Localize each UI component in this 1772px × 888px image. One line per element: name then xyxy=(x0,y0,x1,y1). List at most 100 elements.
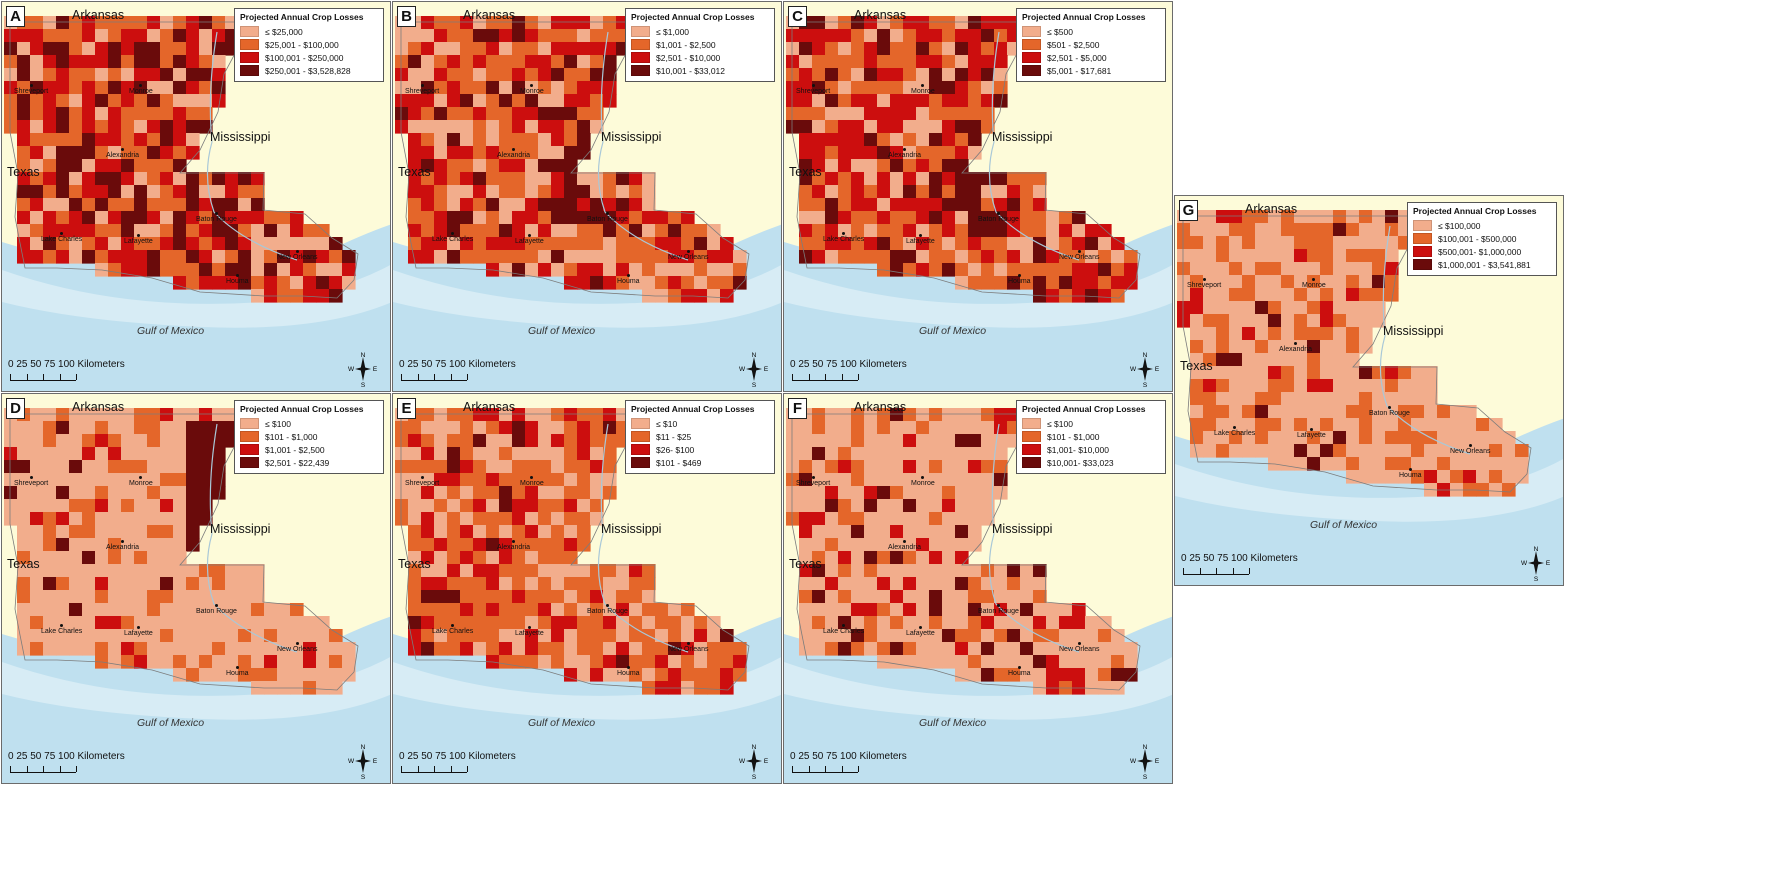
parish-region xyxy=(812,146,826,160)
parish-region xyxy=(812,29,826,43)
parish-region xyxy=(942,81,956,95)
parish-region xyxy=(603,447,617,461)
parish-region xyxy=(551,590,565,604)
parish-region xyxy=(421,603,435,617)
state-label-mississippi: Mississippi xyxy=(210,130,271,144)
parish-region xyxy=(890,408,904,422)
parish-region xyxy=(1177,262,1191,276)
parish-region xyxy=(616,603,630,617)
parish-region xyxy=(1333,431,1347,445)
parish-region xyxy=(1307,327,1321,341)
parish-region xyxy=(603,224,617,238)
parish-region xyxy=(1502,431,1516,445)
parish-region xyxy=(590,486,604,500)
legend-swatch xyxy=(240,457,259,468)
parish-region xyxy=(160,159,174,173)
parish-region xyxy=(486,421,500,435)
parish-region xyxy=(238,655,252,669)
legend-swatch xyxy=(1022,457,1041,468)
parish-region xyxy=(408,642,422,656)
parish-region xyxy=(1346,379,1360,393)
parish-region xyxy=(577,263,591,277)
parish-region xyxy=(1320,223,1334,237)
parish-region xyxy=(994,224,1008,238)
parish-region xyxy=(1346,223,1360,237)
parish-region xyxy=(512,499,526,513)
parish-region xyxy=(199,642,213,656)
parish-region xyxy=(434,525,448,539)
parish-region xyxy=(1020,577,1034,591)
parish-region xyxy=(551,94,565,108)
parish-region xyxy=(1320,353,1334,367)
parish-region xyxy=(43,94,57,108)
parish-region xyxy=(147,590,161,604)
parish-region xyxy=(499,120,513,134)
parish-region xyxy=(134,590,148,604)
parish-region xyxy=(303,276,317,290)
parish-region xyxy=(968,512,982,526)
parish-region xyxy=(890,29,904,43)
parish-region xyxy=(277,668,291,682)
parish-region xyxy=(1046,211,1060,225)
city-label: New Orleans xyxy=(668,642,709,653)
scale-ticks xyxy=(401,372,468,381)
parish-region xyxy=(1059,276,1073,290)
parish-region xyxy=(903,460,917,474)
parish-region xyxy=(603,421,617,435)
parish-region xyxy=(473,629,487,643)
parish-region xyxy=(108,133,122,147)
parish-region xyxy=(981,68,995,82)
map-panel-a: A Arkansas Mississippi Texas Gulf of Mexico S… xyxy=(1,1,391,392)
parish-region xyxy=(17,512,31,526)
parish-region xyxy=(277,642,291,656)
parish-region xyxy=(4,434,18,448)
parish-region xyxy=(1203,301,1217,315)
parish-region xyxy=(1229,379,1243,393)
parish-region xyxy=(1007,211,1021,225)
parish-region xyxy=(473,68,487,82)
parish-region xyxy=(538,447,552,461)
parish-region xyxy=(525,434,539,448)
parish-region xyxy=(160,590,174,604)
parish-region xyxy=(30,68,44,82)
parish-region xyxy=(851,629,865,643)
parish-region xyxy=(1359,223,1373,237)
parish-region xyxy=(981,655,995,669)
parish-region xyxy=(981,486,995,500)
parish-region xyxy=(160,421,174,435)
parish-region xyxy=(290,237,304,251)
parish-region xyxy=(186,577,200,591)
city-label: Baton Rouge xyxy=(587,604,628,615)
parish-region xyxy=(4,55,18,69)
parish-region xyxy=(825,538,839,552)
parish-region xyxy=(69,29,83,43)
parish-region xyxy=(916,94,930,108)
parish-region xyxy=(668,211,682,225)
parish-region xyxy=(486,211,500,225)
parish-region xyxy=(499,538,513,552)
parish-region xyxy=(799,94,813,108)
parish-region xyxy=(851,525,865,539)
parish-region xyxy=(851,538,865,552)
parish-region xyxy=(903,146,917,160)
parish-region xyxy=(590,16,604,30)
parish-region xyxy=(838,120,852,134)
parish-region xyxy=(17,486,31,500)
parish-region xyxy=(1124,642,1138,656)
scale-bar: 0 25 50 75 100 Kilometers xyxy=(8,751,143,775)
scale-ticks xyxy=(401,764,468,773)
legend-row: $500,001- $1,000,000 xyxy=(1413,245,1551,258)
parish-region xyxy=(916,146,930,160)
parish-region xyxy=(434,185,448,199)
parish-region xyxy=(903,499,917,513)
parish-region xyxy=(173,512,187,526)
scale-ticks xyxy=(792,764,859,773)
parish-region xyxy=(173,42,187,56)
parish-region xyxy=(929,408,943,422)
parish-region xyxy=(551,421,565,435)
parish-region xyxy=(473,512,487,526)
legend-label: $100,001 - $250,000 xyxy=(265,52,344,63)
parish-region xyxy=(1411,457,1425,471)
parish-region xyxy=(1072,603,1086,617)
parish-region xyxy=(82,42,96,56)
